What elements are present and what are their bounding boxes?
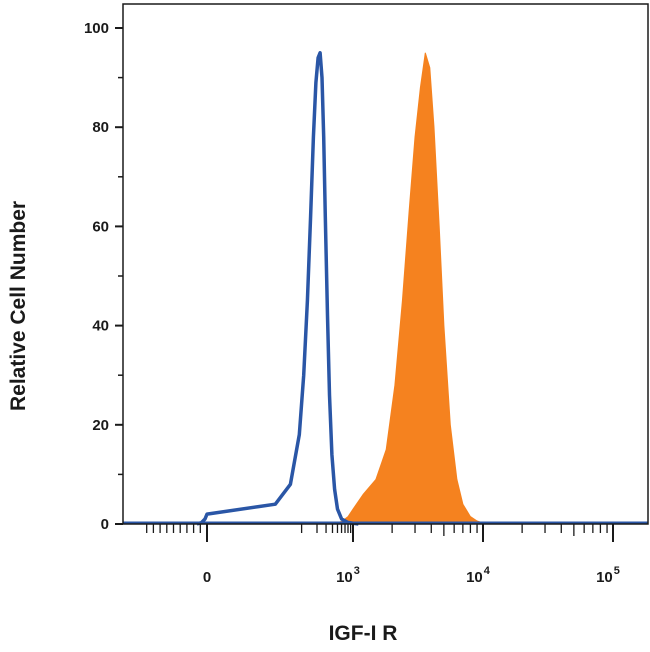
x-tick-label-0: 0 — [203, 569, 211, 586]
x-tick-label-3: 105 — [596, 565, 620, 586]
x-axis-title: IGF-I R — [329, 622, 398, 645]
x-tick-label-2: 104 — [466, 565, 491, 586]
x-tick-label-1: 103 — [336, 565, 360, 586]
series-1-line — [196, 51, 359, 526]
plot-frame — [122, 3, 649, 525]
y-tick-label-5: 100 — [84, 20, 109, 37]
y-axis-title: Relative Cell Number — [7, 201, 30, 411]
y-tick-label-2: 40 — [92, 318, 109, 335]
y-tick-label-0: 0 — [101, 516, 109, 533]
y-tick-label-4: 80 — [92, 119, 109, 136]
y-tick-label-3: 60 — [92, 218, 109, 235]
plot-area — [123, 51, 648, 526]
series-0-area — [332, 52, 491, 525]
y-tick-label-1: 20 — [92, 417, 109, 434]
